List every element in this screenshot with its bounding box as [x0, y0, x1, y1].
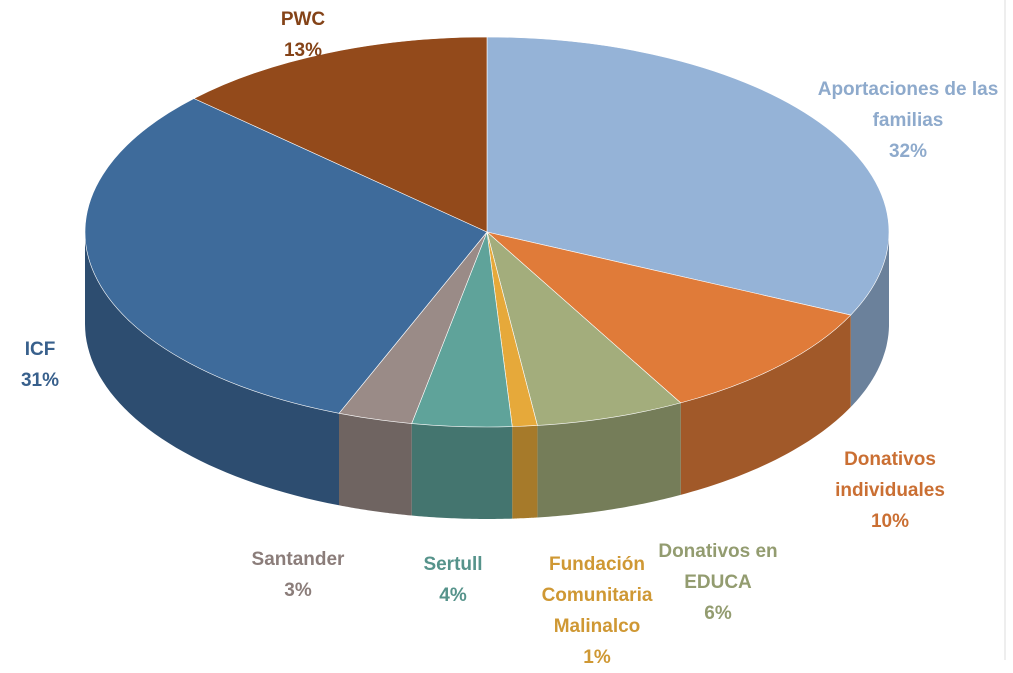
- category-label: Santander: [251, 549, 345, 570]
- slice-side: [537, 402, 681, 518]
- data-label: Donativos individuales 10%: [810, 444, 970, 537]
- slice-side: [850, 232, 889, 407]
- slice: [486, 231, 682, 426]
- value-label: 31%: [20, 370, 60, 391]
- data-label: Aportaciones de las familias 32%: [808, 74, 1008, 167]
- slice: [486, 36, 890, 316]
- slice-side: [680, 315, 851, 495]
- value-label: 4%: [439, 585, 467, 606]
- data-label: PWC 13%: [263, 4, 343, 66]
- slice-side: [339, 413, 412, 516]
- category-label: Fundación Comunitaria Malinalco: [541, 554, 653, 637]
- category-label: PWC: [280, 9, 326, 30]
- slice-side: [411, 423, 513, 519]
- category-label: Aportaciones de las familias: [817, 79, 999, 131]
- slice: [486, 231, 852, 404]
- category-label: Donativos individuales: [835, 449, 945, 501]
- value-label: 6%: [704, 603, 732, 624]
- category-label: Sertull: [423, 554, 483, 575]
- data-label: ICF 31%: [0, 334, 80, 396]
- data-label: Sertull 4%: [408, 549, 498, 611]
- slice: [84, 98, 488, 414]
- value-label: 13%: [283, 40, 323, 61]
- category-label: ICF: [24, 339, 56, 360]
- data-label: Santander 3%: [238, 544, 358, 606]
- slice-side: [85, 232, 339, 506]
- value-label: 3%: [284, 580, 312, 601]
- value-label: 1%: [583, 647, 611, 668]
- data-label: Fundación Comunitaria Malinalco 1%: [532, 549, 662, 673]
- category-label: Donativos en EDUCA: [658, 541, 778, 593]
- value-label: 32%: [888, 141, 928, 162]
- slice-side: [512, 425, 538, 519]
- slice: [193, 36, 488, 233]
- data-label: Donativos en EDUCA 6%: [643, 536, 793, 629]
- value-label: 10%: [870, 511, 910, 532]
